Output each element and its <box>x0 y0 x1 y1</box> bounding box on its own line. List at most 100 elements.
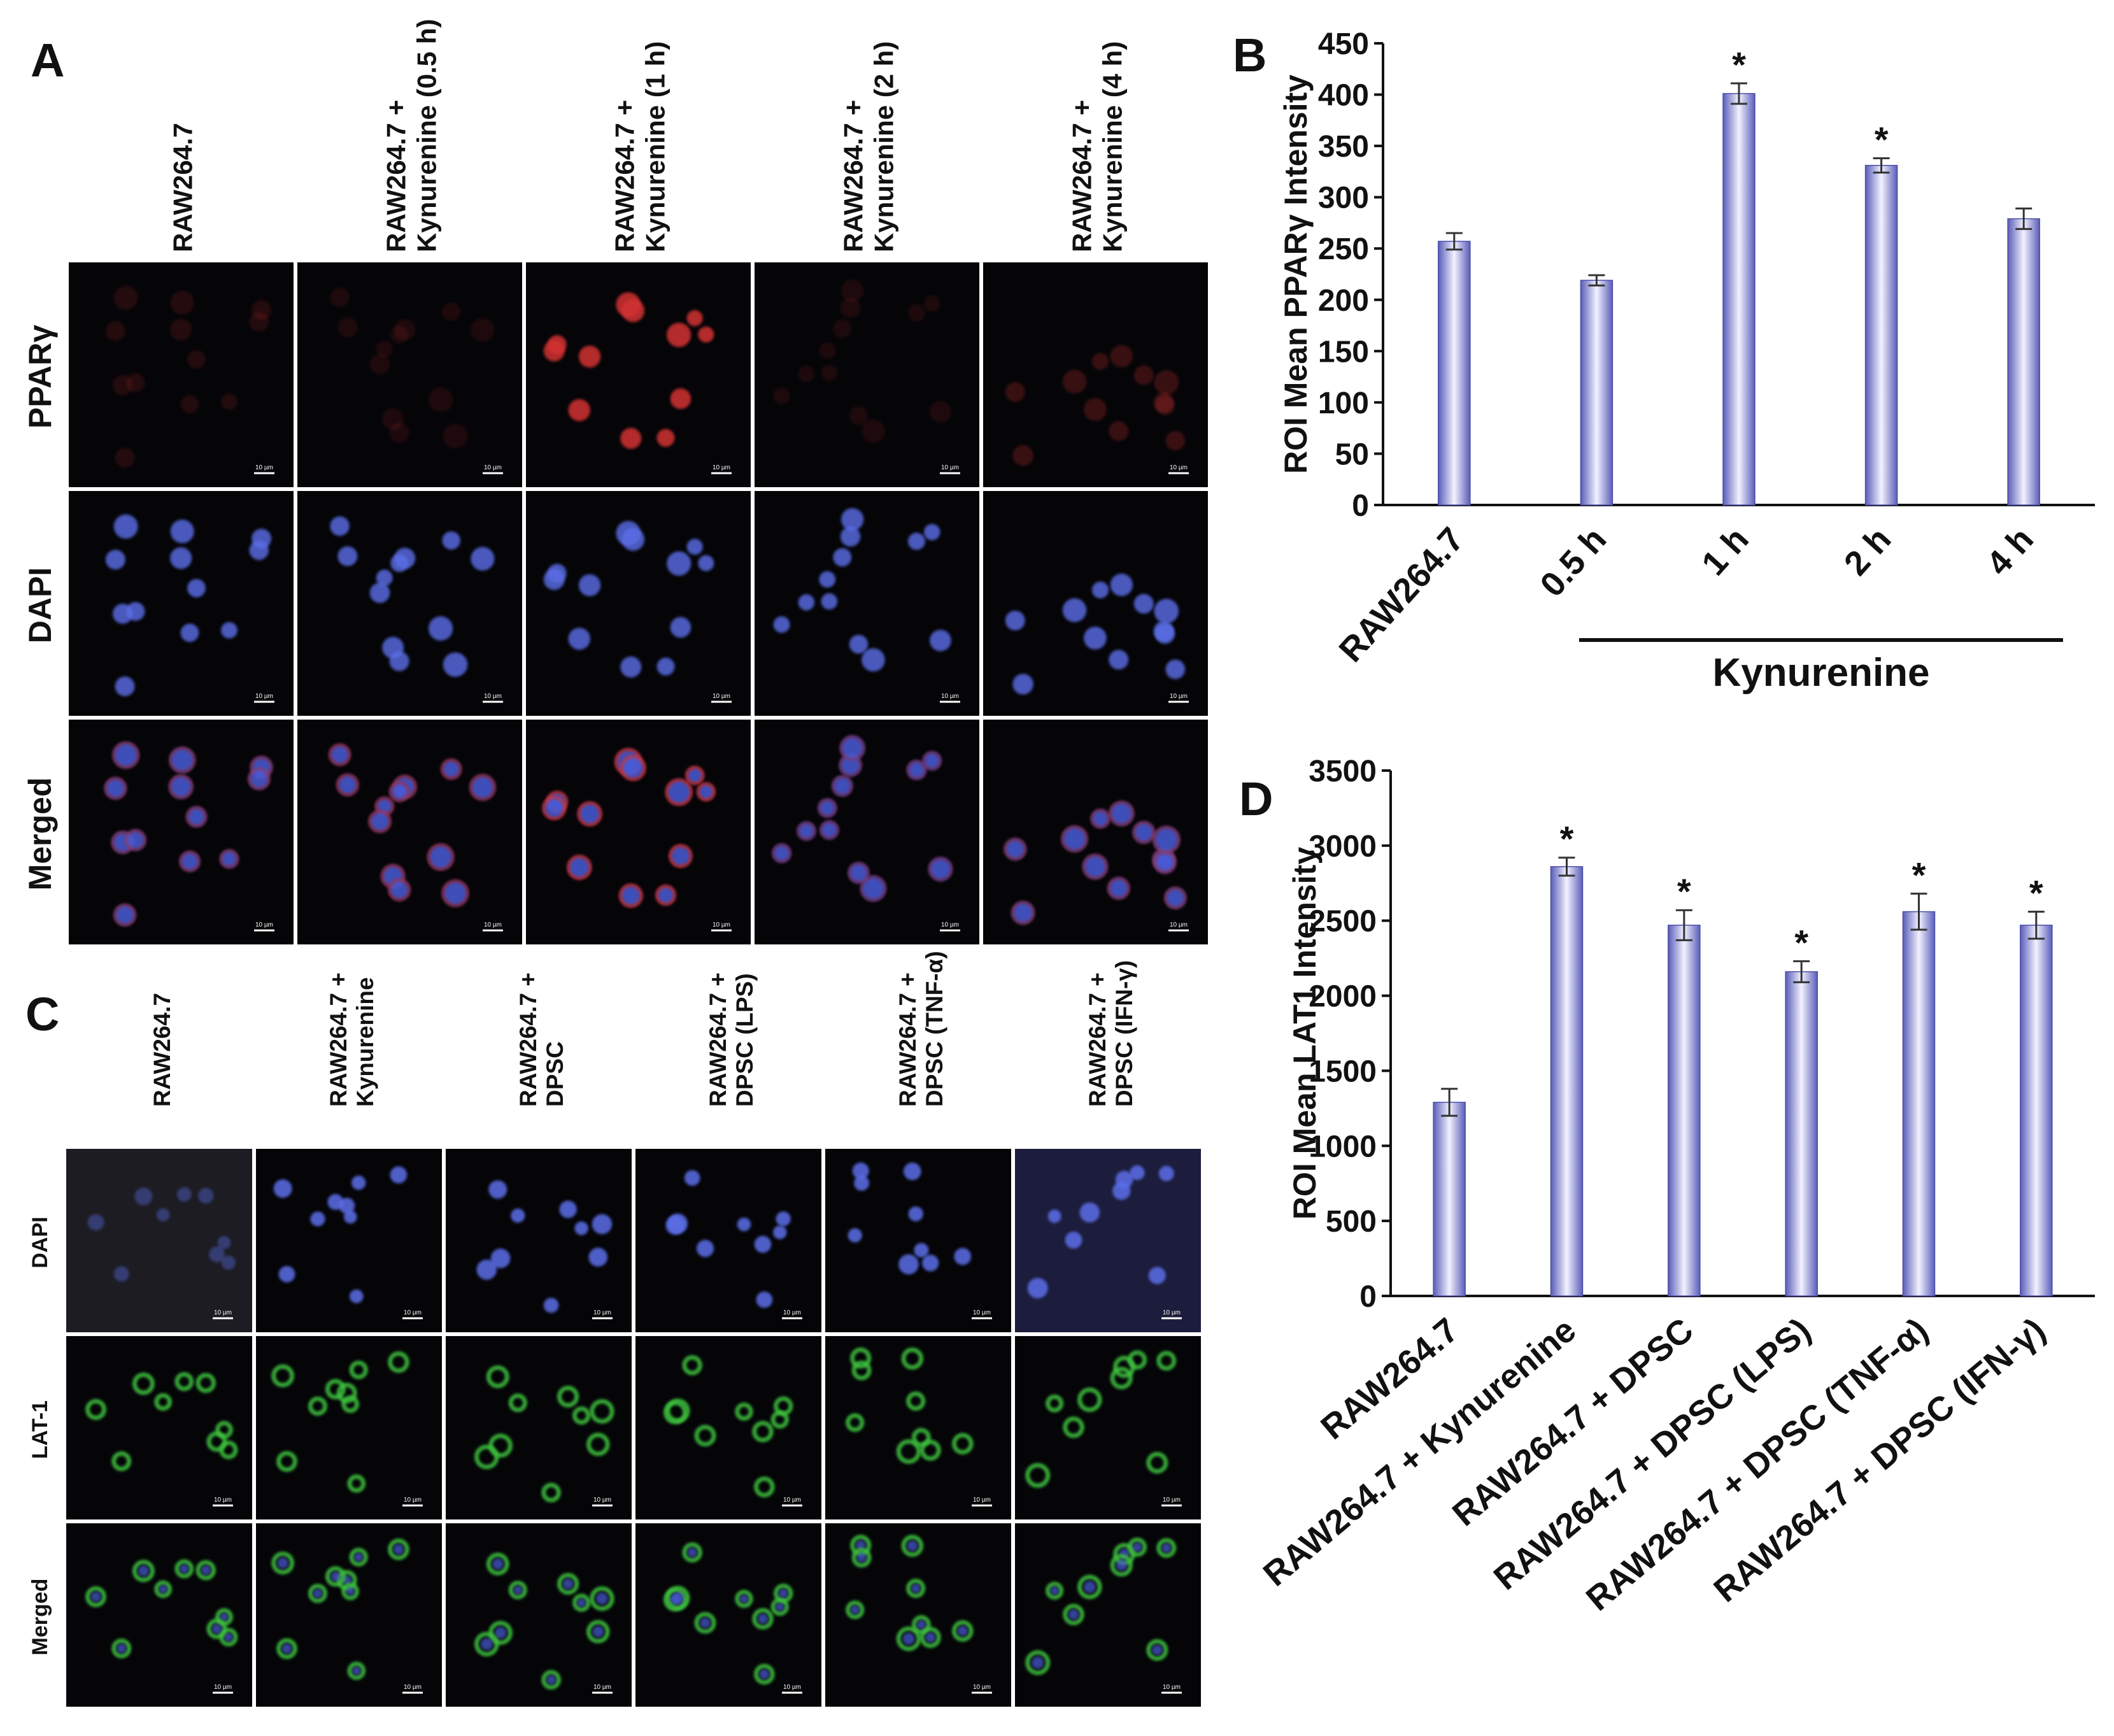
scale-bar-label: 10 µm <box>713 464 730 471</box>
scale-bar-label: 10 µm <box>214 1309 232 1316</box>
micrograph-ppar-1: 10 µm <box>69 262 294 487</box>
micrograph-lat-1-4: 10 µm <box>635 1336 821 1519</box>
column-label-line: RAW264.7 <box>168 123 198 252</box>
column-label-line: Kynurenine (4 h) <box>1098 41 1128 252</box>
column-label-line: RAW264.7 + <box>1067 100 1097 252</box>
scale-bar-label: 10 µm <box>783 1309 801 1316</box>
significance-star: * <box>1677 871 1691 911</box>
scale-bar-label: 10 µm <box>973 1309 991 1316</box>
bar-1-h <box>1722 93 1756 506</box>
y-tick-label: 250 <box>1318 232 1369 266</box>
micrograph-dapi-6: 10 µm <box>1015 1149 1201 1332</box>
y-tick-label: 200 <box>1318 284 1369 318</box>
column-label-5: RAW264.7 + Kynurenine (4 h) <box>1067 41 1128 252</box>
scale-bar-label: 10 µm <box>941 921 959 928</box>
micrograph-dapi-2: 10 µm <box>297 491 522 716</box>
category-label-4-h: 4 h <box>1979 520 2041 583</box>
column-label-line: Kynurenine (2 h) <box>869 41 899 252</box>
panel-c-column-labels: RAW264.7 RAW264.7 + Kynurenine RAW264.7 + DP… <box>149 951 1137 1107</box>
micrograph-merged-6: 10 µm <box>1015 1523 1201 1707</box>
micrograph-dapi-4: 10 µm <box>635 1149 821 1332</box>
y-tick-label: 2000 <box>1309 980 1377 1014</box>
scale-bar-label: 10 µm <box>593 1497 611 1504</box>
panel-a-row-labels: PPARγ DAPI Merged <box>22 325 58 891</box>
column-label-line: RAW264.7 <box>149 993 175 1107</box>
scale-bar-label: 10 µm <box>255 921 273 928</box>
micrograph-dapi-1: 10 µm <box>66 1149 252 1332</box>
column-label-1: RAW264.7 <box>149 993 175 1107</box>
column-label-1: RAW264.7 <box>168 123 198 252</box>
scale-bar-label: 10 µm <box>593 1684 611 1691</box>
significance-star: * <box>1912 855 1926 895</box>
scale-bar-label: 10 µm <box>1163 1684 1181 1691</box>
micrograph-merged-3: 10 µm <box>526 720 751 944</box>
micrograph-lat-1-3: 10 µm <box>446 1336 632 1519</box>
micrograph-lat-1-1: 10 µm <box>66 1336 252 1519</box>
category-label-2-h: 2 h <box>1837 520 1899 583</box>
scale-bar-label: 10 µm <box>1170 464 1188 471</box>
micrograph-merged-4: 10 µm <box>635 1523 821 1707</box>
y-tick-label: 2500 <box>1309 905 1377 939</box>
micrograph-dapi-2: 10 µm <box>256 1149 442 1332</box>
y-tick-label: 450 <box>1318 27 1369 61</box>
bar-raw264-7-dpsc-ifn <box>2020 925 2053 1297</box>
scale-bar-label: 10 µm <box>255 693 273 700</box>
scale-bar-label: 10 µm <box>783 1497 801 1504</box>
column-label-line: RAW264.7 + <box>381 100 411 252</box>
scale-bar-label: 10 µm <box>941 693 959 700</box>
group-label: Kynurenine <box>1712 651 1929 695</box>
micrograph-dapi-5: 10 µm <box>983 491 1208 716</box>
column-label-line: DPSC <box>542 1041 568 1107</box>
bar-2-h <box>1864 164 1898 506</box>
bar-4-h <box>2007 218 2040 506</box>
y-tick-label: 0 <box>1359 1280 1377 1314</box>
row-label-merged: Merged <box>22 778 58 891</box>
micrograph-dapi-1: 10 µm <box>69 491 294 716</box>
column-label-4: RAW264.7 + Kynurenine (2 h) <box>839 41 899 252</box>
column-label-2: RAW264.7 + Kynurenine <box>325 972 378 1107</box>
scale-bar-label: 10 µm <box>783 1684 801 1691</box>
micrograph-merged-4: 10 µm <box>755 720 979 944</box>
scale-bar-label: 10 µm <box>593 1309 611 1316</box>
column-label-line: DPSC (IFN-γ) <box>1111 960 1137 1107</box>
y-tick-label: 1500 <box>1309 1055 1377 1088</box>
column-label-6: RAW264.7 + DPSC (IFN-γ) <box>1084 960 1137 1107</box>
y-tick-label: 3500 <box>1309 755 1377 788</box>
row-label-merged: Merged <box>28 1579 52 1656</box>
micrograph-merged-2: 10 µm <box>256 1523 442 1707</box>
panel-c-row-labels: DAPI LAT-1 Merged <box>28 1216 52 1655</box>
panel-a-letter: A <box>31 34 64 87</box>
row-label-lat-1: LAT-1 <box>28 1400 52 1459</box>
micrograph-merged-2: 10 µm <box>297 720 522 944</box>
column-label-line: RAW264.7 + <box>895 972 921 1107</box>
column-label-line: DPSC (TNF-α) <box>921 951 947 1107</box>
micrograph-merged-3: 10 µm <box>446 1523 632 1707</box>
y-tick-label: 50 <box>1335 438 1369 471</box>
bar-raw264-7-kynurenine <box>1550 866 1584 1297</box>
micrograph-ppar-5: 10 µm <box>983 262 1208 487</box>
micrograph-merged-1: 10 µm <box>69 720 294 944</box>
significance-star: * <box>1560 819 1574 859</box>
column-label-line: RAW264.7 + <box>610 100 640 252</box>
micrograph-lat-1-2: 10 µm <box>256 1336 442 1519</box>
column-label-line: Kynurenine (1 h) <box>641 41 670 252</box>
micrograph-lat-1-6: 10 µm <box>1015 1336 1201 1519</box>
y-tick-label: 3000 <box>1309 830 1377 864</box>
category-label-0-5-h: 0.5 h <box>1533 520 1614 604</box>
scale-bar-label: 10 µm <box>404 1309 422 1316</box>
category-label-raw264-7: RAW264.7 <box>1331 520 1471 669</box>
scale-bar-label: 10 µm <box>255 464 273 471</box>
bar-raw264-7 <box>1433 1102 1466 1297</box>
column-label-4: RAW264.7 + DPSC (LPS) <box>705 972 758 1107</box>
column-label-2: RAW264.7 + Kynurenine (0.5 h) <box>381 19 442 252</box>
bar-raw264-7-dpsc-tnf <box>1902 911 1936 1297</box>
significance-star: * <box>2029 873 2043 913</box>
bar-raw264-7-dpsc-lps <box>1785 971 1818 1297</box>
scale-bar-label: 10 µm <box>941 464 959 471</box>
micrograph-dapi-3: 10 µm <box>446 1149 632 1332</box>
scale-bar-label: 10 µm <box>1163 1497 1181 1504</box>
micrograph-merged-1: 10 µm <box>66 1523 252 1707</box>
column-label-line: Kynurenine (0.5 h) <box>412 19 442 252</box>
